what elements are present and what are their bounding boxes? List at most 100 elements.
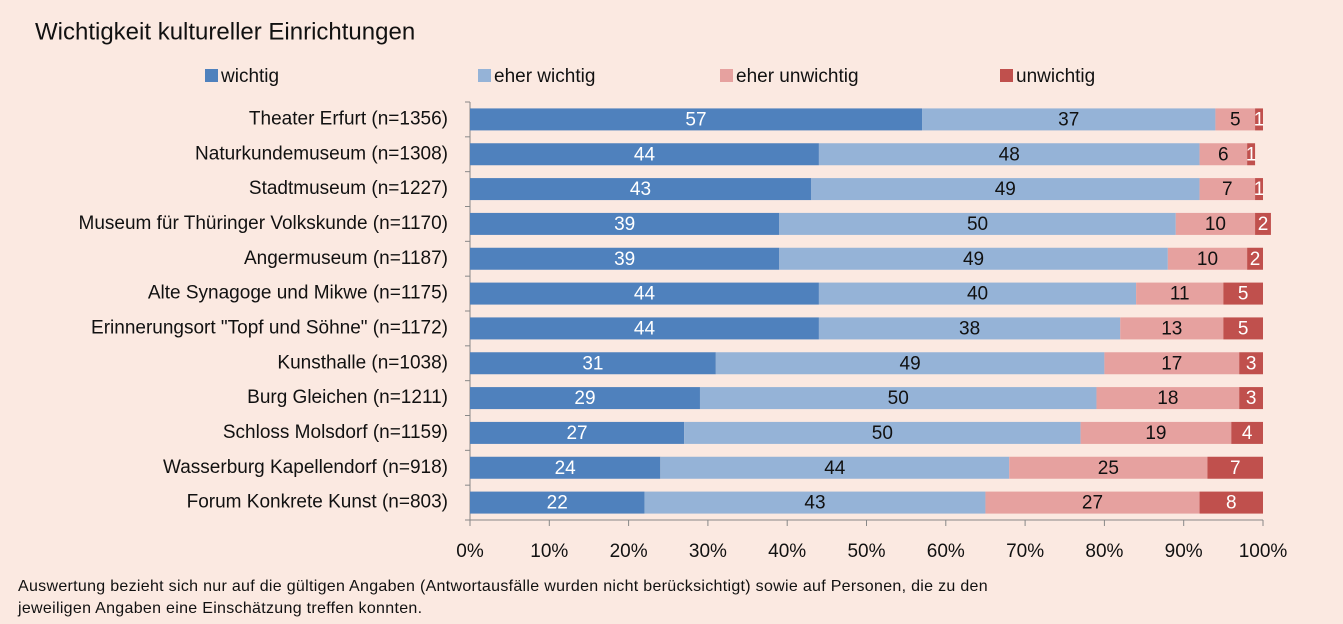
value-label: 39 bbox=[614, 249, 635, 270]
value-label: 27 bbox=[1082, 493, 1103, 514]
value-label: 43 bbox=[630, 179, 651, 200]
bar-segment bbox=[1120, 317, 1224, 340]
x-tick-label: 30% bbox=[689, 541, 727, 562]
value-label: 44 bbox=[824, 458, 846, 479]
bar-segment bbox=[470, 178, 811, 201]
bar-segment bbox=[699, 387, 1097, 410]
value-label: 37 bbox=[1058, 109, 1079, 130]
y-tick-label: Theater Erfurt (n=1356) bbox=[249, 108, 448, 129]
y-tick-label: Alte Synagoge und Mikwe (n=1175) bbox=[148, 283, 448, 304]
bar-segment bbox=[1247, 143, 1256, 166]
bar-segment bbox=[470, 421, 685, 444]
bar-segment bbox=[985, 491, 1200, 514]
bar-segment bbox=[1255, 108, 1263, 131]
value-label: 31 bbox=[582, 353, 603, 374]
y-tick-label: Burg Gleichen (n=1211) bbox=[247, 387, 448, 408]
value-label: 5 bbox=[1238, 284, 1249, 305]
bar-segment bbox=[470, 352, 716, 375]
value-label: 3 bbox=[1246, 388, 1257, 409]
bar-segment bbox=[644, 491, 986, 514]
bar-segment bbox=[470, 387, 700, 410]
value-label: 38 bbox=[959, 318, 980, 339]
value-label: 57 bbox=[685, 109, 706, 130]
x-tick-label: 50% bbox=[847, 541, 885, 562]
y-tick-label: Forum Konkrete Kunst (n=803) bbox=[187, 492, 448, 513]
bar-segment bbox=[1167, 247, 1248, 270]
bar-segment bbox=[1080, 421, 1232, 444]
value-label: 6 bbox=[1218, 144, 1229, 165]
value-label: 4 bbox=[1242, 423, 1253, 444]
bar-segment bbox=[1223, 317, 1263, 340]
value-label: 22 bbox=[547, 493, 568, 514]
y-tick-label: Museum für Thüringer Volkskunde (n=1170) bbox=[79, 213, 448, 234]
bar-segment bbox=[1104, 352, 1240, 375]
value-label: 19 bbox=[1145, 423, 1166, 444]
bar-segment bbox=[1255, 178, 1263, 201]
bar-segment bbox=[1096, 387, 1240, 410]
value-label: 10 bbox=[1197, 249, 1218, 270]
bar-segment bbox=[779, 212, 1176, 235]
bar-segment bbox=[1223, 282, 1263, 305]
bar-segment bbox=[922, 108, 1216, 131]
legend-label: eher unwichtig bbox=[736, 66, 859, 87]
value-label: 49 bbox=[963, 249, 984, 270]
bar-segment bbox=[470, 456, 661, 479]
x-tick-label: 100% bbox=[1239, 541, 1288, 562]
legend-label: wichtig bbox=[220, 66, 279, 87]
value-label: 17 bbox=[1161, 353, 1182, 374]
bar-segment bbox=[684, 421, 1081, 444]
y-tick-label: Schloss Molsdorf (n=1159) bbox=[223, 422, 448, 443]
value-label: 50 bbox=[967, 214, 988, 235]
value-label: 8 bbox=[1226, 493, 1237, 514]
x-tick-label: 60% bbox=[927, 541, 965, 562]
value-label: 11 bbox=[1170, 284, 1190, 305]
bar-segment bbox=[1199, 178, 1256, 201]
value-label: 44 bbox=[634, 144, 656, 165]
x-tick-label: 0% bbox=[456, 541, 484, 562]
chart-title: Wichtigkeit kultureller Einrichtungen bbox=[35, 18, 415, 45]
y-tick-label: Angermuseum (n=1187) bbox=[244, 248, 448, 269]
bar-segment bbox=[1215, 108, 1256, 131]
value-label: 3 bbox=[1246, 353, 1257, 374]
bar-segment bbox=[1199, 491, 1263, 514]
bar-segment bbox=[779, 247, 1168, 270]
y-tick-label: Kunsthalle (n=1038) bbox=[277, 352, 448, 373]
value-label: 1 bbox=[1254, 179, 1265, 200]
x-tick-label: 70% bbox=[1006, 541, 1044, 562]
y-tick-label: Naturkundemuseum (n=1308) bbox=[195, 143, 448, 164]
value-label: 44 bbox=[634, 318, 656, 339]
bar-segment bbox=[1175, 212, 1256, 235]
y-tick-label: Erinnerungsort "Topf und Söhne" (n=1172) bbox=[91, 317, 448, 338]
bar-segment bbox=[470, 491, 645, 514]
bar-segment bbox=[818, 282, 1137, 305]
bar-segment bbox=[470, 212, 780, 235]
bar-segment bbox=[470, 247, 780, 270]
bar-segment bbox=[1199, 143, 1248, 166]
bar-segment bbox=[818, 317, 1121, 340]
bar-segment bbox=[1255, 212, 1271, 235]
bar-segment bbox=[470, 282, 819, 305]
value-label: 7 bbox=[1230, 458, 1241, 479]
value-label: 18 bbox=[1157, 388, 1178, 409]
x-tick-label: 10% bbox=[530, 541, 568, 562]
legend-label: unwichtig bbox=[1016, 66, 1095, 87]
value-label: 49 bbox=[900, 353, 921, 374]
value-label: 40 bbox=[967, 284, 988, 305]
bar-segment bbox=[470, 317, 819, 340]
legend-swatch bbox=[720, 69, 733, 82]
legend-swatch bbox=[205, 69, 218, 82]
bar-segment bbox=[470, 143, 819, 166]
value-label: 10 bbox=[1205, 214, 1226, 235]
value-label: 43 bbox=[804, 493, 825, 514]
bar-segment bbox=[660, 456, 1010, 479]
bar-segment bbox=[715, 352, 1105, 375]
legend-swatch bbox=[478, 69, 491, 82]
bar-segment bbox=[1207, 456, 1263, 479]
value-label: 49 bbox=[995, 179, 1016, 200]
y-tick-label: Stadtmuseum (n=1227) bbox=[249, 178, 448, 199]
bar-segment bbox=[810, 178, 1200, 201]
y-tick-label: Wasserburg Kapellendorf (n=918) bbox=[163, 457, 448, 478]
legend-label: eher wichtig bbox=[494, 66, 595, 87]
chart: Wichtigkeit kultureller Einrichtungen 0%… bbox=[35, 18, 1288, 562]
